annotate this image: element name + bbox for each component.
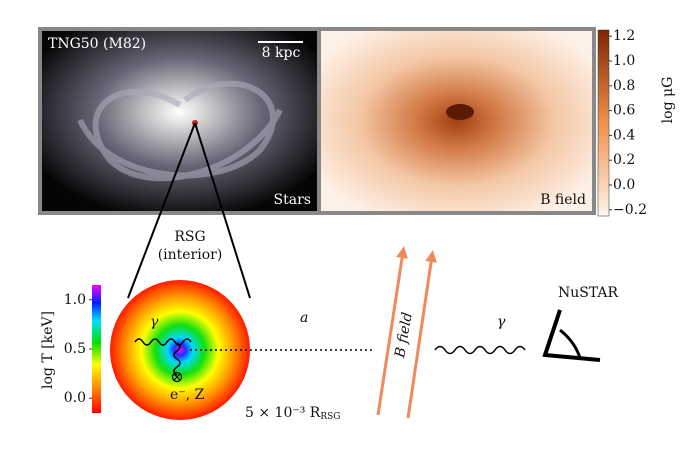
electron-wave [173,342,181,376]
scale-label: 8 kpc [262,45,301,61]
bfield-label: B field [540,192,586,208]
bfield-image [321,31,592,211]
colorbar-tick-label: 1.2 [613,28,635,44]
temperature-label: log T [keV] [40,311,56,389]
colorbar-tick-label: 0.5 [64,341,86,357]
photon-wave [134,338,192,346]
panel-title: TNG50 (M82) [48,36,146,52]
photon-label: γ [150,314,159,330]
spiral-arms [77,80,283,182]
rsg-sublabel: (interior) [158,247,223,263]
temperature-colorbar [92,285,101,413]
photon-out-label: γ [497,314,506,330]
bfield-arrow [406,250,438,419]
bfield-text: B field [392,311,416,360]
zoom-line [127,122,196,299]
bfield-arrow [376,246,409,416]
otimes [171,371,183,383]
colorbar-tick-label: −0.2 [613,202,647,218]
colorbar-tick-label: 0.4 [613,127,635,143]
zoom-line [194,122,251,299]
photon-wave-out [434,345,526,355]
axion-label: a [300,310,308,326]
colorbar-tick-label: 1.0 [613,53,635,69]
colorbar-tick-label: 0.0 [613,177,635,193]
rsg-star [110,280,250,420]
rsg-label: RSG [174,229,205,245]
colorbar-tick-label: 0.2 [613,152,635,168]
stars-label: Stars [274,192,311,208]
detector-lens [559,328,582,359]
detector-label: NuSTAR [558,285,619,301]
electron-label: e⁻, Z [170,387,205,403]
colorbar-label: log μG [660,77,676,124]
otimes-cross [173,373,181,381]
bfield-core [446,104,474,120]
colorbar-tick-label: 1.0 [64,292,86,308]
size-note: 5 × 10⁻³ RRSG [245,405,341,422]
colorbar-tick-label: 0.6 [613,103,635,119]
colorbar-tick-label: 0.8 [613,78,635,94]
colorbar [597,29,610,217]
detector-eye [542,309,601,362]
colorbar-tick-label: 0.0 [64,390,86,406]
